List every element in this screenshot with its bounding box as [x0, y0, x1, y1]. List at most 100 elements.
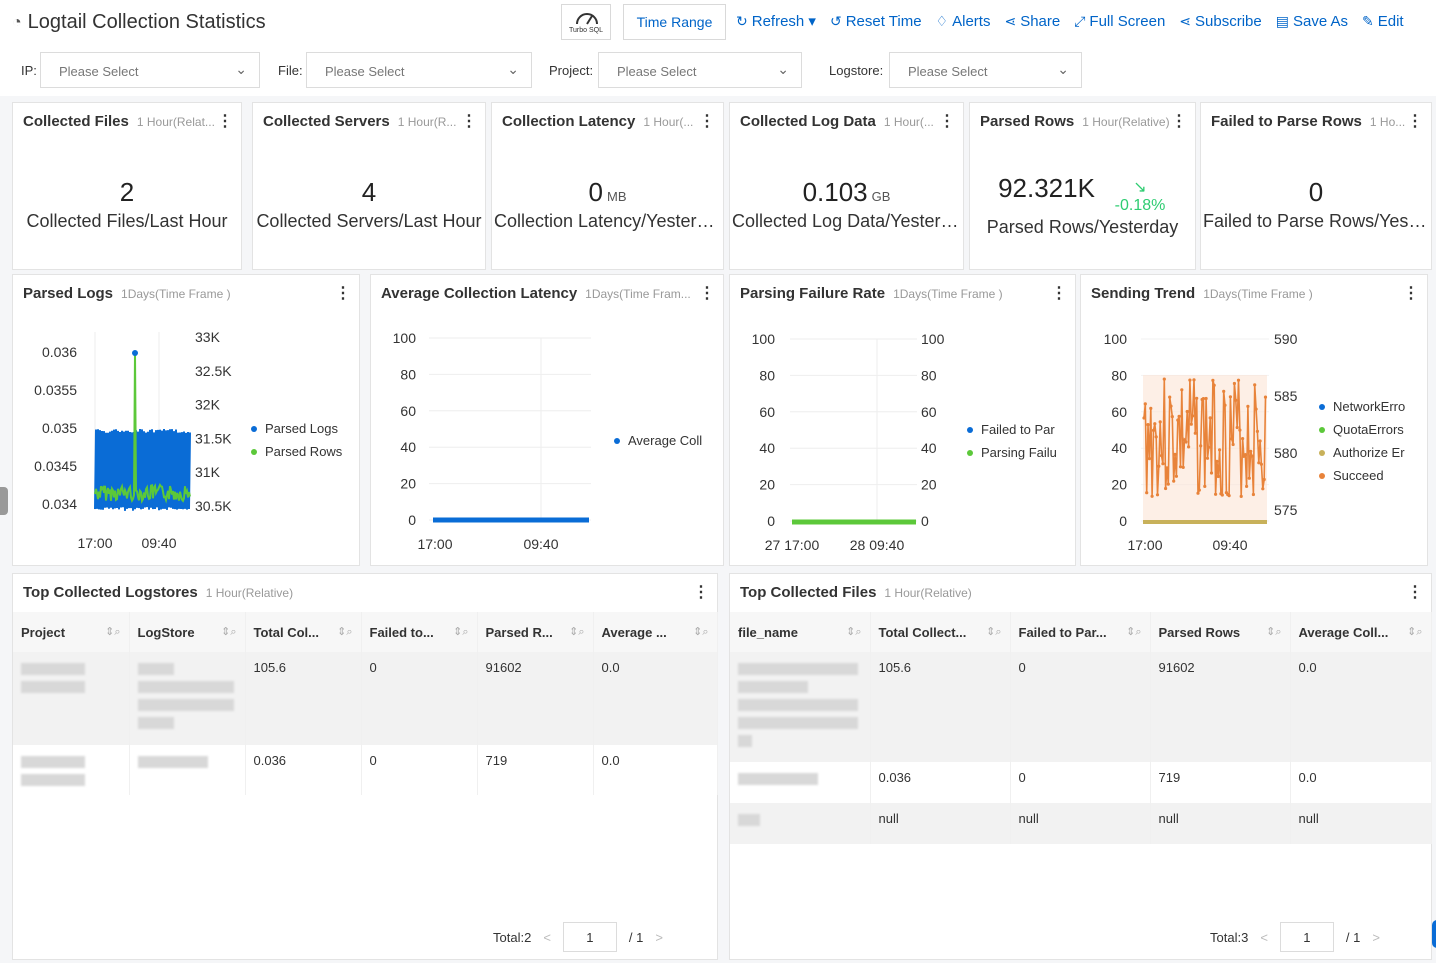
next-page-icon[interactable]: >: [655, 929, 663, 945]
trend-indicator: ↘ -0.18%: [1110, 177, 1170, 215]
table-cell: [13, 652, 130, 745]
column-header[interactable]: Total Col... ⇕⌕: [245, 612, 362, 652]
y-right-tick-label: 60: [921, 404, 937, 420]
legend-item[interactable]: Authorize Er: [1319, 441, 1405, 464]
legend-item[interactable]: Succeed: [1319, 464, 1405, 487]
more-menu-icon[interactable]: ⋮: [1403, 285, 1419, 302]
y-right-tick-label: 575: [1274, 502, 1298, 518]
more-menu-icon[interactable]: ⋮: [939, 113, 955, 130]
table-header-row: file_name ⇕⌕ Total Collect... ⇕⌕ Failed to…: [730, 612, 1432, 652]
alerts-button[interactable]: ♢ Alerts: [936, 12, 991, 30]
legend-item[interactable]: Average Coll: [614, 429, 702, 452]
time-range-button[interactable]: Time Range: [623, 4, 726, 40]
chart-legend: NetworkErro QuotaErrors Authorize Er Suc…: [1319, 395, 1405, 487]
legend-item[interactable]: Parsed Rows: [251, 440, 342, 463]
column-header[interactable]: Total Collect... ⇕⌕: [870, 612, 1011, 652]
refresh-button[interactable]: ↻ Refresh ▾: [736, 12, 816, 31]
table-cell: 0.036: [245, 745, 362, 795]
sort-filter-icon: ⇕⌕: [1126, 625, 1142, 638]
save-as-label: Save As: [1292, 12, 1349, 30]
legend-item[interactable]: NetworkErro: [1319, 395, 1405, 418]
more-menu-icon[interactable]: ⋮: [217, 113, 233, 130]
column-header[interactable]: Failed to... ⇕⌕: [361, 612, 478, 652]
y-tick-label: 0.0355: [34, 382, 77, 398]
panel-title: Parsing Failure Rate 1Days(Time Frame ): [740, 285, 1003, 302]
prev-page-icon[interactable]: <: [1260, 929, 1268, 945]
y-tick-label: 60: [1111, 404, 1127, 420]
stat-panel-collected-files: Collected Files 1 Hour(Relat... ⋮ 2 Colle…: [12, 102, 242, 270]
column-header[interactable]: Parsed R... ⇕⌕: [477, 612, 594, 652]
subscribe-button[interactable]: ⋖ Subscribe: [1179, 12, 1261, 30]
prev-page-icon[interactable]: <: [543, 929, 551, 945]
full-screen-button[interactable]: ⤢ Full Screen: [1074, 12, 1165, 30]
floating-help-button[interactable]: [1432, 920, 1436, 948]
panel-title: Collected Log Data 1 Hour(...: [740, 113, 934, 130]
legend-item[interactable]: Parsed Logs: [251, 417, 342, 440]
column-header[interactable]: Average ... ⇕⌕: [593, 612, 718, 652]
y-tick-label: 0: [767, 513, 775, 529]
project-select[interactable]: Please Select ⌄: [598, 52, 802, 88]
chart-panel-sending-trend: Sending Trend 1Days(Time Frame ) ⋮ 100 80 6…: [1080, 274, 1428, 566]
stat-panel-collected-servers: Collected Servers 1 Hour(R... ⋮ 4 Collect…: [252, 102, 486, 270]
column-header[interactable]: Failed to Par... ⇕⌕: [1010, 612, 1151, 652]
file-select[interactable]: Please Select ⌄: [306, 52, 532, 88]
stat-value: 92.321K: [998, 173, 1095, 203]
sort-filter-icon: ⇕⌕: [105, 625, 121, 638]
toolbar: ↻ Refresh ▾ ↺ Reset Time ♢ Alerts ⋖ Share ⤢ F…: [736, 12, 1404, 31]
table-cell: 105.6: [870, 652, 1011, 762]
gauge-icon: [576, 13, 598, 25]
y-right-tick-label: 33K: [195, 329, 221, 345]
table-cell: [129, 652, 246, 745]
chart-panel-avg-latency: Average Collection Latency 1Days(Time Fra…: [370, 274, 724, 566]
page-input[interactable]: 1: [1279, 922, 1334, 952]
more-menu-icon[interactable]: ⋮: [699, 285, 715, 302]
more-menu-icon[interactable]: ⋮: [1407, 584, 1423, 601]
more-menu-icon[interactable]: ⋮: [1171, 113, 1187, 130]
logstore-select[interactable]: Please Select ⌄: [889, 52, 1082, 88]
sidebar-collapse-handle[interactable]: [0, 487, 8, 515]
turbo-sql-button[interactable]: Turbo SQL: [561, 4, 611, 40]
column-header[interactable]: LogStore ⇕⌕: [129, 612, 246, 652]
y-tick-label: 0: [408, 512, 416, 528]
legend-item[interactable]: Parsing Failu: [967, 441, 1057, 464]
ip-filter-label: IP:: [21, 63, 37, 78]
edit-button[interactable]: ✎ Edit: [1362, 12, 1404, 30]
sort-filter-icon: ⇕⌕: [1407, 625, 1423, 638]
panel-title: Parsed Logs 1Days(Time Frame ): [23, 285, 231, 302]
sort-filter-icon: ⇕⌕: [986, 625, 1002, 638]
stat-unit: MB: [606, 189, 627, 204]
avg-latency-chart: 100 80 60 40 20 017:00 09:40: [393, 330, 591, 552]
more-menu-icon[interactable]: ⋮: [693, 584, 709, 601]
table-cell: null: [1010, 803, 1151, 844]
legend-item[interactable]: QuotaErrors: [1319, 418, 1405, 441]
more-menu-icon[interactable]: ⋮: [1051, 285, 1067, 302]
edit-label: Edit: [1377, 12, 1404, 30]
legend-item[interactable]: Failed to Par: [967, 418, 1057, 441]
page-count: / 1: [1345, 929, 1361, 945]
ip-select[interactable]: Please Select ⌄: [40, 52, 260, 88]
save-as-icon: ▤: [1275, 12, 1289, 29]
share-label: Share: [1020, 12, 1061, 30]
column-header[interactable]: Project ⇕⌕: [13, 612, 130, 652]
next-page-icon[interactable]: >: [1372, 929, 1380, 945]
save-as-button[interactable]: ▤ Save As: [1276, 12, 1348, 30]
more-menu-icon[interactable]: ⋮: [699, 113, 715, 130]
column-header[interactable]: Parsed Rows ⇕⌕: [1150, 612, 1291, 652]
column-header[interactable]: Average Coll... ⇕⌕: [1290, 612, 1432, 652]
reset-time-button[interactable]: ↺ Reset Time: [830, 12, 922, 30]
stat-value: 2: [119, 177, 135, 207]
edit-icon: ✎: [1362, 12, 1374, 29]
table-cell: [730, 652, 871, 762]
table-cell: 0.0: [1290, 762, 1432, 803]
y-right-tick-label: 32.5K: [195, 363, 232, 379]
more-menu-icon[interactable]: ⋮: [461, 113, 477, 130]
more-menu-icon[interactable]: ⋮: [335, 285, 351, 302]
share-button[interactable]: ⋖ Share: [1004, 12, 1060, 30]
y-right-tick-label: 31K: [195, 464, 221, 480]
column-header[interactable]: file_name ⇕⌕: [730, 612, 871, 652]
page-input[interactable]: 1: [562, 922, 617, 952]
more-menu-icon[interactable]: ⋮: [1407, 113, 1423, 130]
filter-bar: IP: Please Select ⌄ File: Please Select ⌄ …: [0, 46, 1436, 96]
stat-value: 0: [1308, 177, 1324, 207]
